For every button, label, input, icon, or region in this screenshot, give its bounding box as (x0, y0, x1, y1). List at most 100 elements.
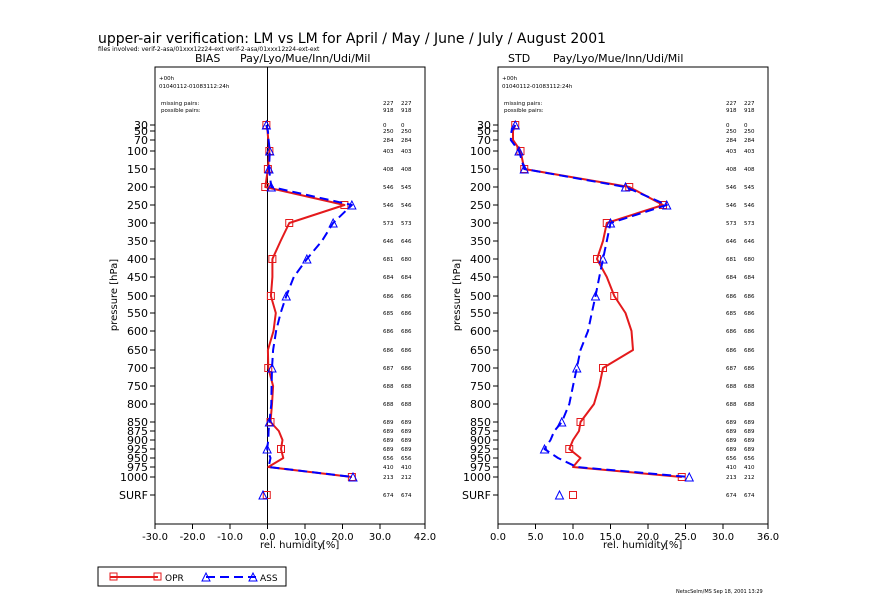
y-tick-label: 550 (127, 307, 148, 320)
obs-count-opr: 408 (383, 167, 394, 173)
bias-panel: BIAS Pay/Lyo/Mue/Inn/Udi/Mil +00h 01040112-… (109, 52, 436, 551)
obs-count-opr: 689 (383, 420, 394, 426)
x-tick-label: 30.0 (369, 532, 391, 543)
obs-count-opr: 684 (383, 275, 394, 281)
data-point-ass (281, 290, 292, 301)
y-tick-label: 900 (127, 434, 148, 447)
obs-count-opr: 686 (726, 294, 737, 300)
obs-count-opr: 687 (726, 366, 737, 372)
y-tick-label: 650 (470, 344, 491, 357)
legend-ass-label: ASS (260, 574, 278, 584)
panel-info-line: +00h (502, 76, 518, 82)
obs-count-opr: 689 (726, 447, 737, 453)
obs-count-opr: 686 (383, 348, 394, 354)
obs-count-ass: 403 (401, 149, 412, 155)
y-tick-label: 550 (470, 307, 491, 320)
obs-count-ass: 686 (401, 294, 412, 300)
obs-count-ass: 686 (401, 348, 412, 354)
data-point-ass (266, 181, 277, 192)
y-tick-label: 975 (470, 461, 491, 474)
data-point-ass (328, 217, 338, 228)
y-tick-label: 450 (127, 271, 148, 284)
data-point-ass (264, 163, 274, 174)
panel-stations: Pay/Lyo/Mue/Inn/Udi/Mil (553, 52, 683, 65)
data-point-ass (554, 489, 565, 500)
obs-count-ass: 686 (744, 366, 755, 372)
series-line-opr (264, 124, 353, 478)
y-tick-label: 400 (127, 253, 148, 266)
panel-title: BIAS (195, 52, 220, 65)
data-point-opr (266, 292, 275, 300)
data-point-opr (569, 491, 577, 499)
obs-count-opr: 646 (726, 239, 737, 245)
obs-count-ass: 686 (744, 348, 755, 354)
panel-info-line: 01040112-01083112:24h (502, 84, 573, 90)
data-point-opr (599, 364, 607, 372)
x-tick-label: 20.0 (637, 532, 659, 543)
obs-count-ass: 686 (744, 311, 755, 317)
y-tick-label: 950 (127, 452, 148, 465)
obs-count-ass: 674 (401, 493, 412, 499)
obs-count-ass: 410 (401, 465, 412, 471)
y-tick-label: 800 (470, 398, 491, 411)
obs-count-opr: 681 (726, 257, 737, 263)
x-tick-label: 0.0 (490, 532, 506, 543)
y-tick-label: 875 (127, 425, 148, 438)
obs-header-ass: 918 (401, 108, 412, 114)
obs-count-opr: 689 (726, 420, 737, 426)
data-point-ass (264, 416, 275, 427)
x-tick-label: 36.0 (757, 532, 779, 543)
y-tick-label: 700 (470, 362, 491, 375)
obs-count-ass: 688 (401, 384, 412, 390)
obs-count-opr: 0 (383, 123, 387, 129)
obs-count-ass: 674 (744, 493, 755, 499)
obs-count-ass: 646 (401, 239, 412, 245)
obs-count-opr: 689 (383, 429, 394, 435)
x-tick-label: -30.0 (142, 532, 168, 543)
obs-count-opr: 688 (383, 384, 394, 390)
obs-count-opr: 284 (383, 138, 394, 144)
obs-count-opr: 686 (726, 329, 737, 335)
legend-ass-marker (201, 571, 211, 582)
obs-count-ass: 546 (744, 203, 755, 209)
y-tick-label: 925 (127, 443, 148, 456)
obs-count-ass: 689 (401, 438, 412, 444)
obs-count-opr: 250 (726, 129, 737, 135)
y-tick-label: 1000 (463, 471, 491, 484)
obs-count-opr: 685 (383, 311, 394, 317)
obs-header-ass: 918 (744, 108, 755, 114)
obs-count-opr: 681 (383, 257, 394, 263)
y-tick-label: 850 (470, 416, 491, 429)
obs-count-ass: 688 (401, 402, 412, 408)
series-line-ass (509, 124, 690, 478)
obs-count-opr: 403 (383, 149, 394, 155)
data-point-ass (514, 145, 524, 156)
obs-header-ass: 227 (744, 101, 755, 107)
panel-title: STD (508, 52, 530, 65)
x-tick-label: -10.0 (217, 532, 243, 543)
obs-count-ass: 689 (401, 429, 412, 435)
x-tick-label: 15.0 (599, 532, 621, 543)
data-point-ass (261, 119, 272, 130)
obs-header-opr: 227 (383, 101, 394, 107)
y-tick-label: 250 (470, 199, 491, 212)
y-tick-label: SURF (462, 489, 491, 502)
x-axis-unit: [%] (322, 540, 339, 551)
figure-title: upper-air verification: LM vs LM for Apr… (98, 31, 606, 47)
obs-count-opr: 689 (383, 447, 394, 453)
obs-count-opr: 688 (383, 402, 394, 408)
obs-header-label: possible pairs: (161, 108, 201, 114)
data-point-ass (302, 253, 312, 264)
data-point-ass (571, 362, 582, 373)
obs-count-opr: 686 (726, 348, 737, 354)
data-point-ass (661, 199, 672, 210)
obs-count-ass: 0 (744, 123, 748, 129)
obs-count-ass: 689 (401, 447, 412, 453)
obs-count-opr: 213 (726, 475, 737, 481)
data-point-opr (610, 292, 619, 300)
obs-count-opr: 688 (726, 384, 737, 390)
obs-count-opr: 689 (726, 438, 737, 444)
obs-count-opr: 546 (726, 185, 737, 191)
obs-count-ass: 688 (744, 384, 755, 390)
y-tick-label: 750 (470, 380, 491, 393)
